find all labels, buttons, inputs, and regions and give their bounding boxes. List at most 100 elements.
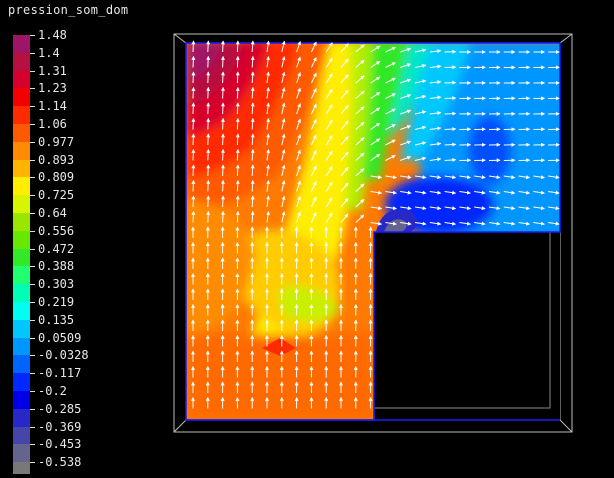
velocity-arrow [310, 196, 317, 208]
velocity-arrow [429, 95, 442, 100]
legend-label: 0.556 [38, 223, 75, 238]
velocity-arrow [370, 206, 383, 211]
velocity-arrow [266, 55, 271, 68]
velocity-arrow [370, 61, 381, 68]
velocity-arrow [250, 210, 255, 223]
velocity-arrow [400, 78, 412, 84]
legend-tick [30, 35, 35, 36]
velocity-arrow [296, 56, 301, 68]
velocity-arrow [266, 102, 271, 115]
velocity-arrow [250, 148, 255, 161]
legend-label: 0.303 [38, 277, 75, 292]
legend-tick [30, 284, 35, 286]
legend-swatch [13, 462, 30, 475]
velocity-arrow [250, 133, 255, 146]
velocity-arrow [310, 88, 317, 99]
legend-tick [30, 444, 35, 446]
velocity-arrow [400, 109, 412, 115]
legend-label: 0.725 [38, 188, 75, 203]
velocity-arrow [503, 221, 516, 226]
velocity-arrow [281, 180, 286, 192]
legend-label: 0.219 [38, 295, 75, 309]
velocity-arrow [400, 206, 412, 211]
velocity-arrow [400, 175, 412, 180]
velocity-arrow [281, 87, 286, 99]
velocity-arrow [488, 206, 501, 211]
velocity-arrow [340, 89, 349, 99]
legend-swatch [13, 355, 30, 374]
velocity-arrow [385, 190, 397, 195]
velocity-arrow [533, 206, 545, 211]
legend-label: -0.453 [38, 437, 82, 452]
legend-tick [30, 337, 35, 339]
velocity-arrow [325, 135, 333, 146]
velocity-arrow [385, 124, 396, 130]
velocity-arrow [220, 210, 225, 223]
velocity-arrow [296, 149, 301, 161]
velocity-arrow [266, 71, 271, 84]
velocity-arrow [281, 133, 286, 146]
legend-tick [30, 70, 35, 72]
velocity-arrow [414, 63, 427, 68]
velocity-arrow [206, 179, 211, 192]
velocity-arrow [385, 46, 397, 53]
velocity-arrow [310, 180, 317, 192]
velocity-arrow [325, 150, 333, 161]
velocity-arrow [296, 40, 302, 53]
legend-label: 1.31 [38, 63, 67, 78]
velocity-arrow [370, 91, 381, 99]
velocity-arrow [385, 108, 396, 115]
velocity-arrow [281, 56, 286, 68]
velocity-arrow [518, 206, 531, 211]
legend-label: -0.117 [38, 366, 82, 381]
velocity-arrow [206, 117, 211, 130]
velocity-arrow [400, 190, 412, 195]
velocity-arrow [355, 90, 365, 99]
velocity-arrow [340, 74, 349, 84]
velocity-arrow [414, 125, 427, 130]
velocity-arrow [206, 86, 211, 99]
velocity-arrow [414, 110, 427, 115]
velocity-arrow [325, 181, 333, 192]
velocity-arrow [518, 190, 531, 195]
velocity-arrow [355, 214, 365, 223]
velocity-arrow [235, 117, 240, 130]
velocity-arrow [459, 190, 471, 195]
velocity-arrow [296, 195, 301, 208]
velocity-arrow [250, 179, 255, 192]
velocity-arrow [385, 62, 396, 68]
velocity-arrow [266, 164, 271, 177]
velocity-arrow [400, 94, 412, 99]
velocity-arrow [310, 41, 317, 53]
velocity-arrow [340, 58, 349, 68]
velocity-arrow [370, 122, 381, 130]
velocity-arrow [414, 156, 427, 161]
velocity-arrow [414, 79, 427, 84]
velocity-arrow [370, 190, 383, 195]
velocity-arrow [488, 221, 501, 226]
velocity-arrow [474, 221, 486, 226]
velocity-arrow [206, 148, 211, 161]
velocity-arrow [385, 77, 396, 84]
velocity-arrow [235, 55, 240, 68]
velocity-arrow [235, 195, 240, 208]
velocity-arrow [355, 183, 365, 192]
velocity-arrow [518, 175, 531, 180]
velocity-arrow [281, 164, 286, 177]
velocity-arrow [235, 133, 240, 146]
legend-swatch [13, 391, 30, 410]
velocity-arrow [266, 210, 271, 223]
legend-swatch [13, 159, 30, 178]
velocity-arrow [206, 55, 211, 68]
velocity-arrow [250, 117, 255, 130]
velocity-arrow [518, 221, 531, 226]
velocity-arrow [355, 44, 365, 53]
legend-label: -0.0328 [38, 348, 89, 363]
legend-swatch [13, 230, 30, 250]
legend-tick [30, 195, 35, 197]
legend-tick [30, 88, 35, 90]
velocity-arrow [310, 118, 317, 130]
legend-label: 0.0509 [38, 330, 82, 345]
velocity-arrow [281, 195, 286, 208]
